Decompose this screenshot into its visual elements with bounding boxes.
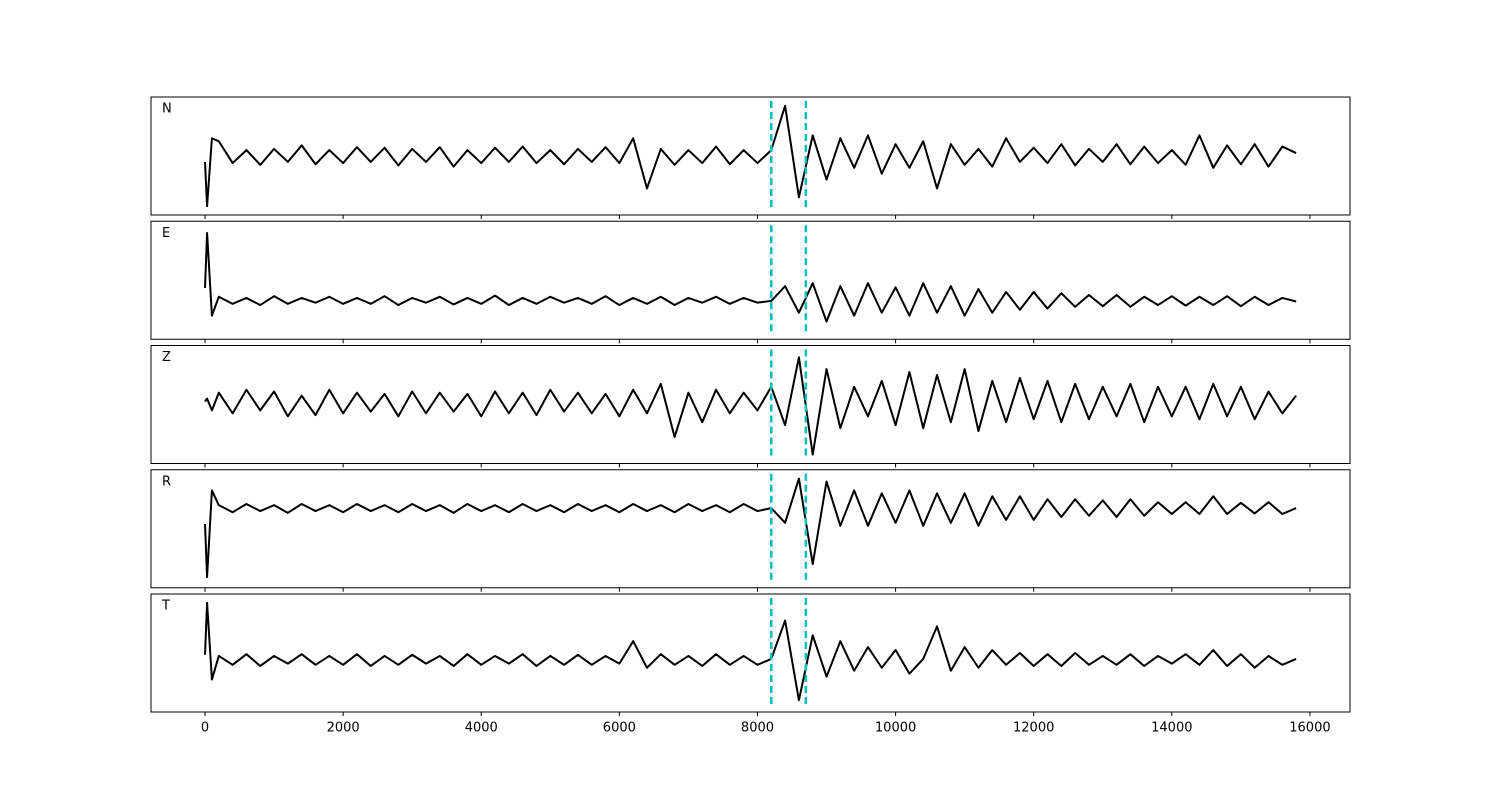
- panel-label: N: [162, 102, 172, 117]
- panel-label: R: [162, 474, 171, 489]
- panel-label: Z: [162, 350, 171, 365]
- panel-frame: [150, 96, 1351, 216]
- x-tick-label: 6000: [603, 721, 636, 736]
- x-tick-label: 16000: [1289, 721, 1330, 736]
- panel-frame: [150, 345, 1351, 464]
- trace: [204, 601, 1297, 702]
- trace: [204, 356, 1297, 456]
- panel-frame: [150, 469, 1351, 589]
- x-tick-label: 10000: [875, 721, 916, 736]
- panel-label: T: [161, 599, 170, 614]
- x-tick-label: 14000: [1151, 721, 1192, 736]
- panel-label: E: [162, 226, 170, 241]
- x-tick-label: 8000: [741, 721, 774, 736]
- panel-frame: [150, 220, 1351, 340]
- x-tick-label: 12000: [1013, 721, 1054, 736]
- x-tick-label: 2000: [327, 721, 360, 736]
- x-tick-label: 4000: [465, 721, 498, 736]
- trace: [204, 104, 1297, 208]
- trace: [204, 232, 1297, 323]
- panel-frame: [150, 593, 1351, 713]
- x-tick-label: 0: [201, 721, 209, 736]
- trace: [204, 477, 1297, 579]
